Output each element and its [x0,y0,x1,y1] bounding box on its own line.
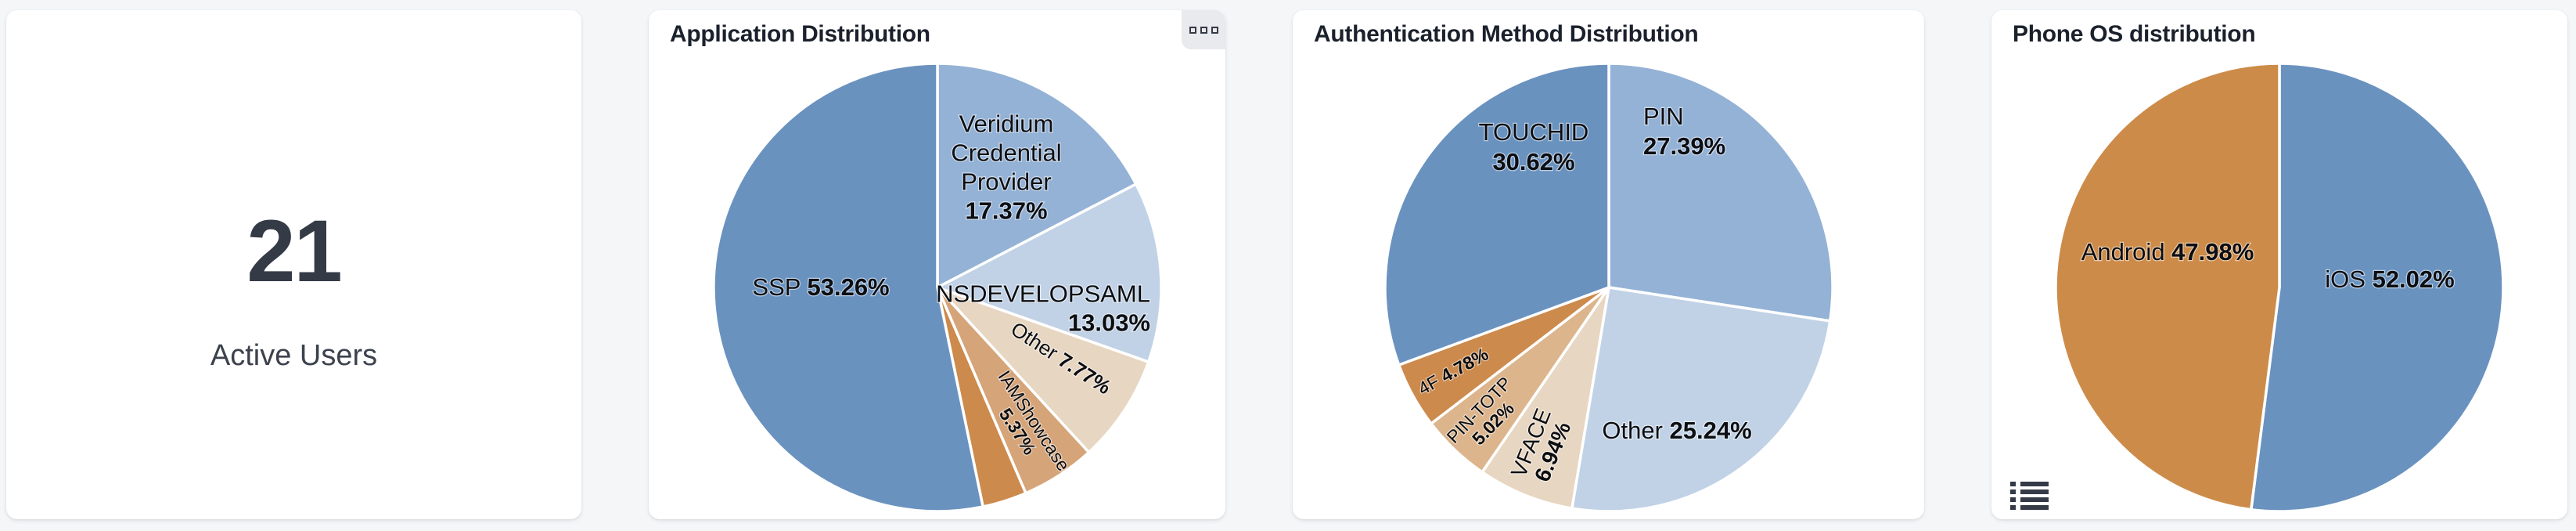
pie-label-ssp: SSP 53.26% [752,273,889,301]
active-users-stat: 21 Active Users [6,35,581,519]
active-users-card: 21 Active Users [6,10,581,519]
pie-label-nsdevelopsaml: NSDEVELOPSAML 13.03% [936,280,1150,336]
active-users-label: Active Users [210,338,378,372]
active-users-count: 21 [246,201,343,300]
pie-slice-vface[interactable] [1480,286,1610,510]
legend-toggle-icon[interactable] [2010,482,2049,510]
card-options-button[interactable] [1182,10,1225,49]
pie-slice-android[interactable] [2054,62,2281,511]
application-distribution-pie: Veridium Credential Provider 17.37% NSDEVELO… [703,52,1172,519]
pie-label-veridium-credential-provider: Veridium Credential Provider 17.37% [951,110,1061,224]
pie-slice-touchid[interactable] [1383,62,1610,367]
pie-slice-nsdevelopsaml[interactable] [935,182,1163,363]
legend-row [2010,482,2049,486]
pie-label-touchid: TOUCHID 30.62% [1478,118,1588,175]
pie-slice-other[interactable] [935,286,1149,454]
legend-row [2010,497,2049,502]
phone-os-distribution-pie: iOS 52.02% Android 47.98% [2045,52,2514,519]
authentication-method-distribution-title: Authentication Method Distribution [1314,21,1699,47]
pie-slice-veridium-credential-provider[interactable] [935,62,1138,289]
pie-slice-ios[interactable] [2250,62,2505,513]
legend-row [2010,489,2049,494]
pie-label-other: Other 25.24% [1602,417,1751,444]
pie-label-ios: iOS 52.02% [2325,266,2454,293]
pie-slice-other[interactable] [1570,286,1832,513]
dashboard: 21 Active Users Application Distribution… [6,10,2567,519]
grid-square-icon [1189,26,1196,34]
pie-label-pin: PIN 27.39% [1643,103,1725,160]
grid-square-icon [1211,26,1218,34]
authentication-method-distribution-pie: PIN 27.39% Other 25.24% VFACE6.94% PIN-TOTP5… [1374,52,1844,519]
grid-square-icon [1200,26,1207,34]
application-distribution-card: Application Distribution Veridium Credent… [649,10,1225,519]
phone-os-distribution-title: Phone OS distribution [2013,21,2256,47]
pie-label-android: Android 47.98% [2081,238,2254,266]
phone-os-distribution-card: Phone OS distribution iOS 52.02% Android … [1991,10,2567,519]
authentication-method-distribution-card: Authentication Method Distribution PIN 27… [1293,10,1924,519]
pie-slice-ssp[interactable] [711,62,984,513]
pie-slice-pin[interactable] [1606,62,1834,323]
application-distribution-title: Application Distribution [670,21,930,47]
legend-row [2010,505,2049,510]
